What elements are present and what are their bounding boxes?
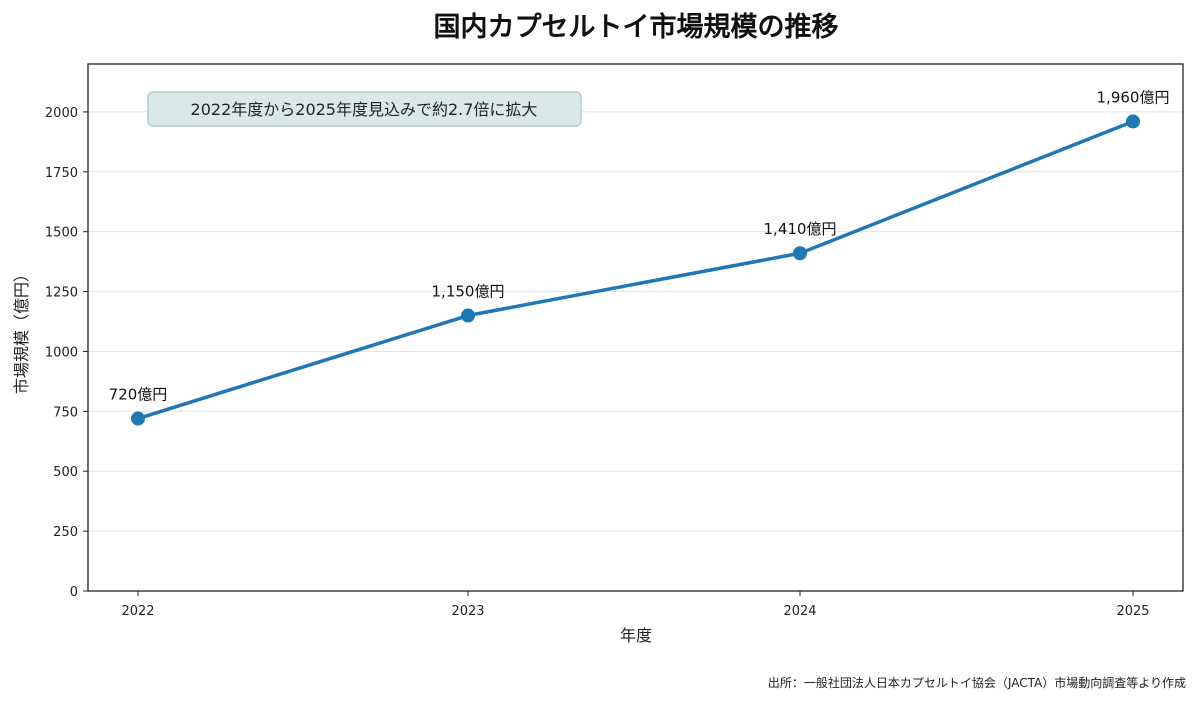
annotation-background — [147, 91, 582, 127]
y-axis: 0 250 500 750 1000 1250 1500 1750 2000 — [45, 106, 88, 600]
y-tick-label: 500 — [53, 465, 78, 480]
y-tick-label: 2000 — [45, 106, 78, 121]
data-label: 1,150億円 — [432, 283, 505, 301]
data-point — [793, 246, 807, 261]
series-group: 720億円 1,150億円 1,410億円 1,960億円 — [109, 88, 1170, 426]
x-tick-label: 2024 — [783, 604, 816, 619]
x-axis: 2022 2023 2024 2025 — [121, 591, 1150, 619]
data-label: 1,410億円 — [764, 220, 837, 238]
x-axis-label: 年度 — [620, 626, 652, 645]
plot-frame — [87, 63, 1184, 592]
data-label: 720億円 — [109, 386, 168, 404]
y-tick-label: 1250 — [45, 286, 78, 301]
x-tick-label: 2022 — [121, 604, 154, 619]
data-label: 1,960億円 — [1097, 88, 1170, 106]
series-line — [136, 119, 1135, 421]
y-tick-label: 1500 — [45, 226, 78, 241]
annotation-box: 2022年度から2025年度見込みで約2.7倍に拡大 — [147, 91, 582, 127]
annotation-text: 2022年度から2025年度見込みで約2.7倍に拡大 — [191, 100, 538, 119]
y-tick-label: 1000 — [45, 345, 78, 360]
data-point — [461, 308, 475, 323]
source-note: 出所：一般社団法人日本カプセルトイ協会（JACTA）市場動向調査等より作成 — [768, 675, 1186, 690]
data-point — [131, 411, 145, 426]
chart-title: 国内カプセルトイ市場規模の推移 — [434, 11, 839, 43]
y-axis-label: 市場規模（億円） — [12, 266, 31, 394]
grid-lines — [88, 111, 1183, 532]
data-point — [1126, 114, 1140, 129]
y-tick-label: 1750 — [45, 166, 78, 181]
x-tick-label: 2025 — [1116, 604, 1149, 619]
x-tick-label: 2023 — [451, 604, 484, 619]
y-tick-label: 250 — [53, 525, 78, 540]
y-tick-label: 750 — [53, 405, 78, 420]
y-tick-label: 0 — [70, 585, 78, 600]
